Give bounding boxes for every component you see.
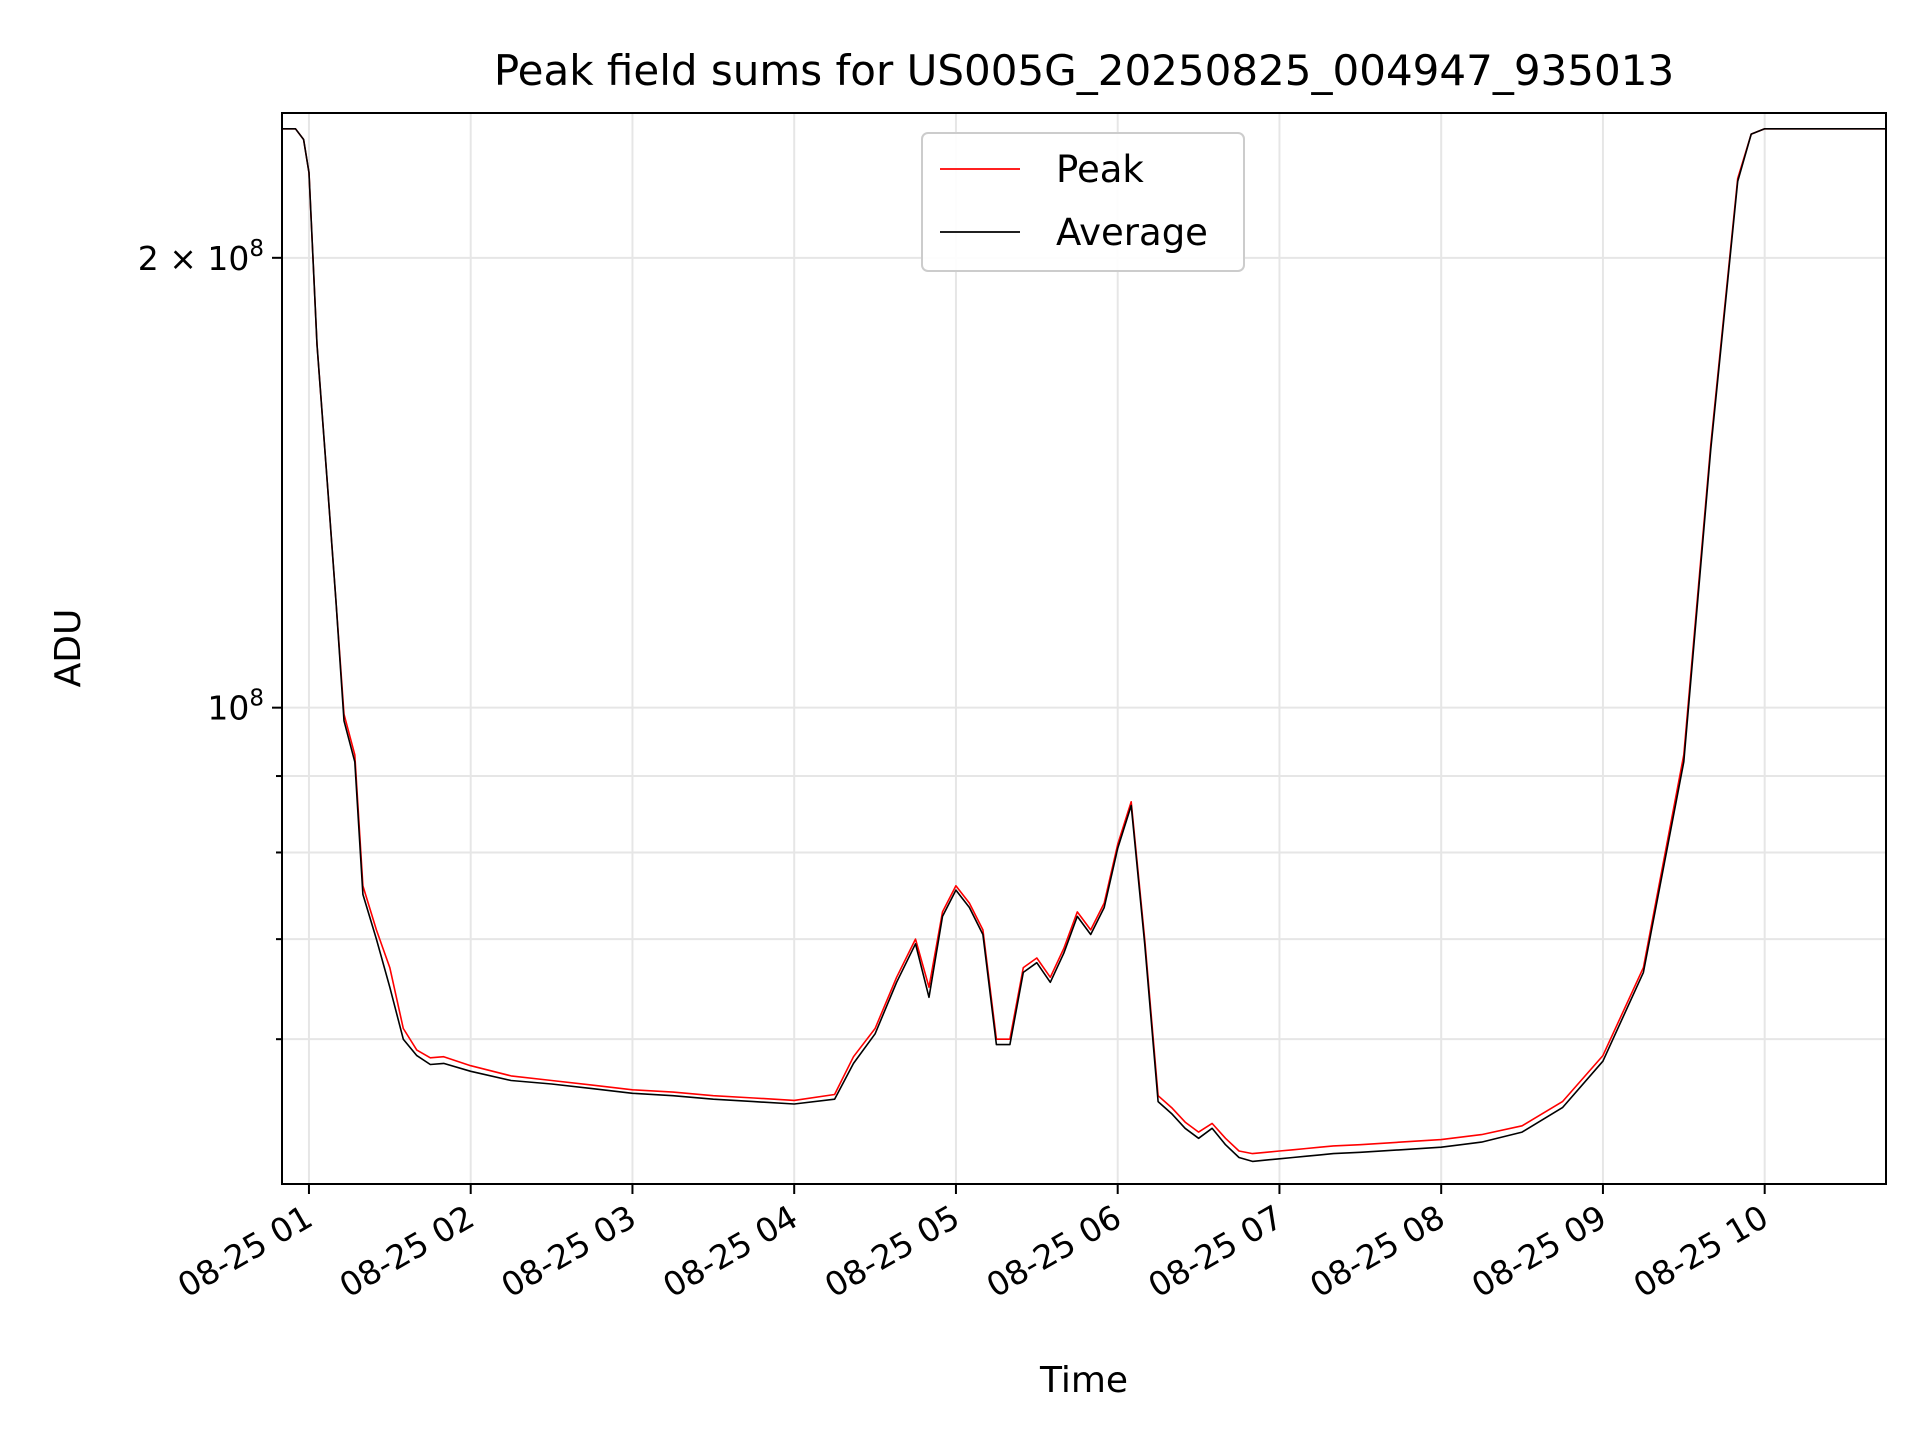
y-tick-mantissa: 2 × <box>138 239 208 278</box>
chart-title: Peak field sums for US005G_20250825_0049… <box>494 46 1674 95</box>
x-axis-label: Time <box>1039 1360 1128 1401</box>
legend-label: Peak <box>1056 148 1144 191</box>
y-tick-exponent: 8 <box>249 686 264 712</box>
y-tick-label: 2 × 108 <box>138 236 264 278</box>
series-layer <box>282 128 1886 1163</box>
y-tick-exponent: 8 <box>249 236 264 262</box>
y-tick-base: 10 <box>207 689 249 728</box>
plot-frame <box>281 112 1887 1185</box>
legend-label: Average <box>1056 211 1208 254</box>
series-line-average <box>282 128 1886 1163</box>
y-axis-label: ADU <box>48 609 89 688</box>
series-line-peak <box>282 128 1886 1155</box>
legend: Peak Average <box>921 132 1245 272</box>
y-tick-label: 108 <box>207 686 264 728</box>
legend-box <box>921 132 1245 272</box>
grid <box>282 113 1886 1184</box>
y-tick-base: 10 <box>207 239 249 278</box>
